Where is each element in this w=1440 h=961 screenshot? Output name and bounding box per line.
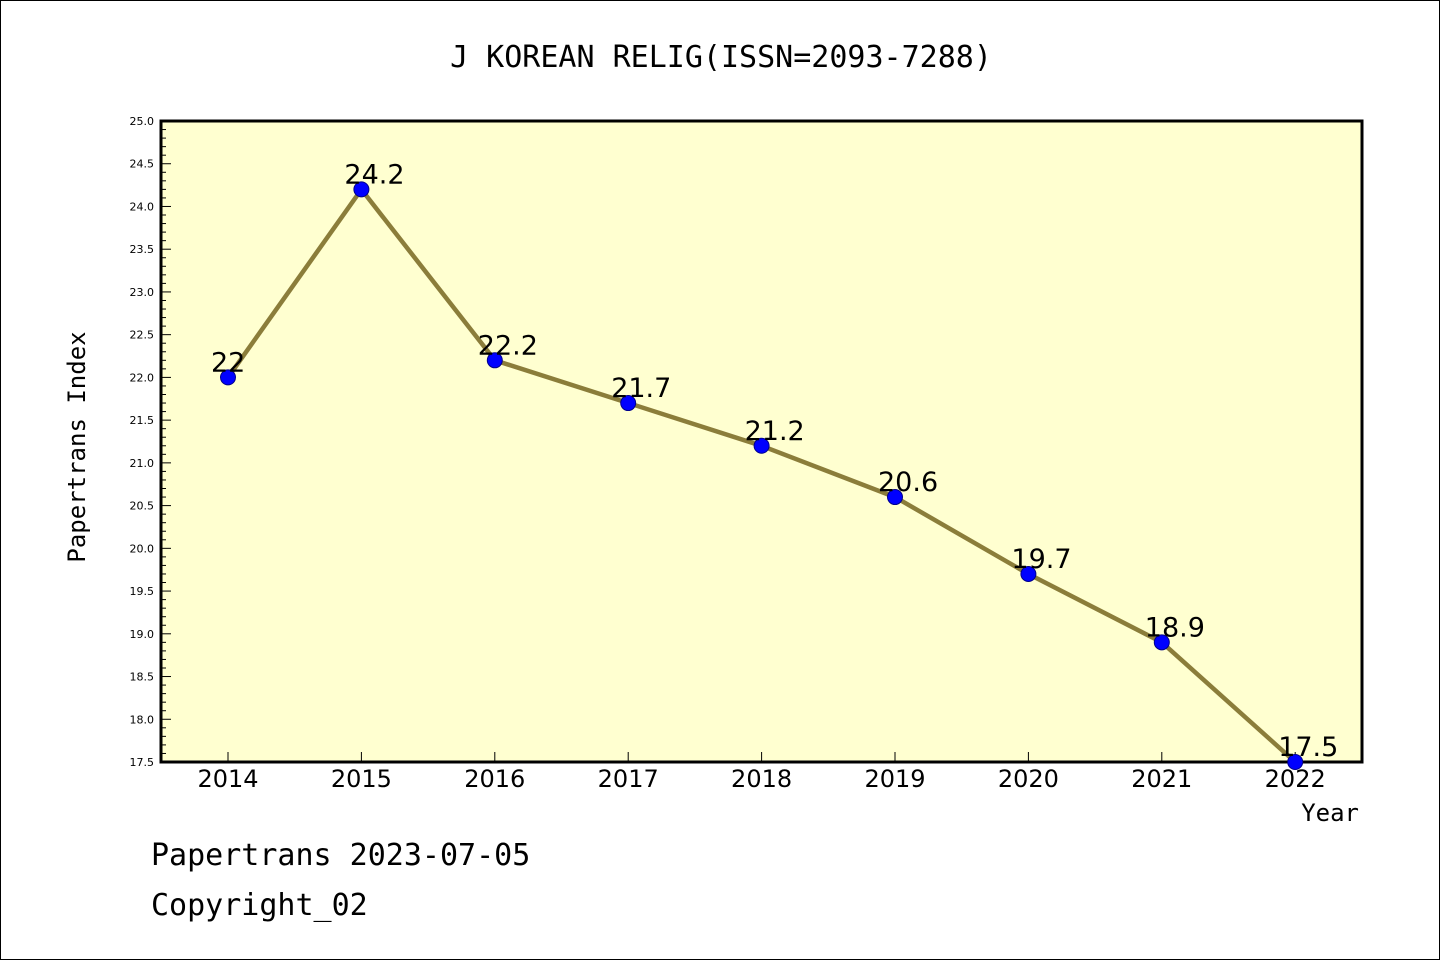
x-tick-label: 2017 [598,765,659,793]
data-point [620,395,637,412]
data-label: 17.5 [1278,732,1338,763]
x-axis-ticks: 2014 2015 2016 2017 2018 2019 2020 2021 2022 [197,752,1326,793]
y-axis-label: Papertrans Index [63,331,91,562]
y-tick-label: 21.5 [130,414,155,427]
y-tick-label: 25.0 [130,115,155,128]
y-tick-label: 24.5 [130,158,155,171]
y-tick-label: 20.0 [130,542,155,555]
data-labels: 22 24.2 22.2 21.7 21.2 20.6 19.7 18.9 17.5 [211,159,1338,763]
data-point [1020,565,1037,582]
data-markers [220,181,1304,770]
data-point [353,181,370,198]
data-point [753,437,770,454]
data-point [1153,634,1170,651]
y-tick-label: 18.0 [130,713,155,726]
y-tick-label: 24.0 [130,200,155,213]
data-label: 21.7 [611,373,671,404]
x-tick-label: 2014 [197,765,258,793]
x-axis-label: Year [1301,799,1359,827]
y-tick-label: 17.5 [130,756,155,769]
y-tick-label: 20.5 [130,500,155,513]
chart-title: J KOREAN RELIG(ISSN=2093-7288) [450,40,992,75]
x-tick-label: 2021 [1131,765,1192,793]
y-tick-label: 22.5 [130,329,155,342]
y-tick-label: 23.0 [130,286,155,299]
y-tick-label: 18.5 [130,671,155,684]
data-label: 21.2 [745,416,805,447]
data-point [887,489,903,506]
x-tick-label: 2020 [998,765,1059,793]
x-tick-label: 2016 [464,765,525,793]
footer-copyright-text: Copyright_02 [151,888,368,923]
x-tick-label: 2015 [331,765,392,793]
data-label: 18.9 [1145,612,1205,643]
y-tick-label: 19.5 [130,585,155,598]
y-tick-label: 19.0 [130,628,155,641]
data-label: 22.2 [478,330,538,361]
data-point [220,369,236,386]
y-axis-ticks: 17.5 18.0 18.5 19.0 19.5 20.0 20.5 21.0 21.5 22.0… [130,115,171,769]
data-label: 19.7 [1011,544,1071,575]
x-tick-label: 2018 [731,765,792,793]
data-label: 20.6 [878,467,938,498]
data-point [1287,754,1304,770]
x-tick-label: 2019 [864,765,925,793]
y-tick-label: 23.5 [130,243,155,256]
data-label: 24.2 [344,159,404,190]
y-tick-label: 21.0 [130,457,155,470]
data-label: 22 [211,347,245,378]
y-tick-label: 22.0 [130,371,155,384]
data-point [486,352,503,369]
footer-date-text: Papertrans 2023-07-05 [151,838,530,873]
